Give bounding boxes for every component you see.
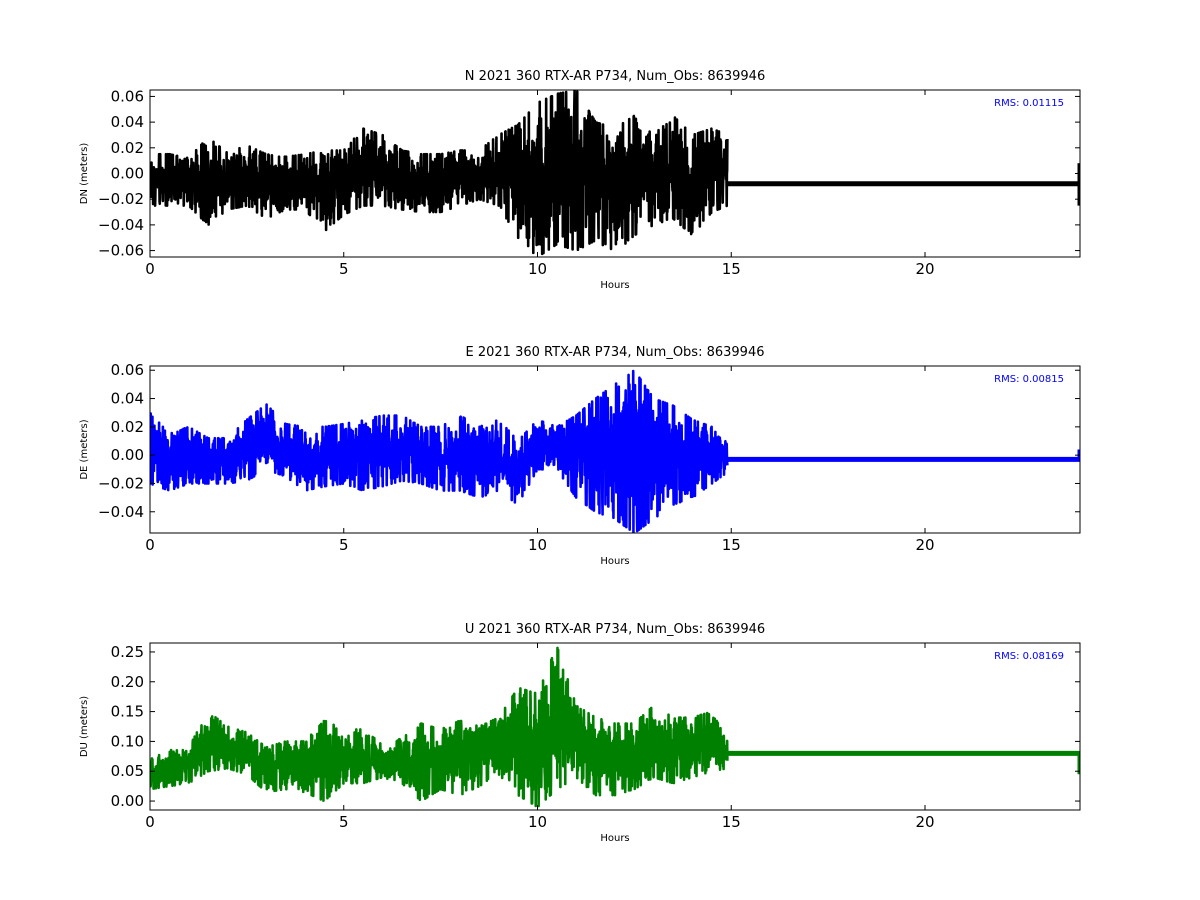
chart-panel-1: 0 5 10 15 20 −0.06 −0.04 −0.02 0.00 0.02 0.04 0.06 N… (79, 69, 1081, 291)
chart-title: U 2021 360 RTX-AR P734, Num_Obs: 8639946 (465, 622, 765, 637)
x-tick-label: 10 (528, 536, 547, 554)
x-tick-label: 0 (145, 536, 155, 554)
rms-annotation: RMS: 0.01115 (994, 98, 1064, 109)
x-tick-label: 5 (339, 536, 349, 554)
x-tick-label: 10 (528, 813, 547, 831)
x-tick-label: 20 (915, 260, 934, 278)
y-axis-label: DU (meters) (79, 696, 90, 757)
y-tick-label: 0.04 (111, 113, 144, 131)
y-axis-label: DN (meters) (79, 143, 90, 205)
rms-annotation: RMS: 0.00815 (994, 374, 1064, 385)
chart-title: E 2021 360 RTX-AR P734, Num_Obs: 8639946 (466, 345, 765, 360)
y-tick-label: −0.06 (98, 242, 144, 260)
x-tick-label: 15 (722, 536, 741, 554)
x-tick-label: 0 (145, 260, 155, 278)
series-trace (150, 90, 729, 256)
x-axis-label: Hours (600, 833, 629, 844)
chart-panel-3: 0 5 10 15 20 0.00 0.05 0.10 0.15 0.20 0.25 U 2021 3… (79, 622, 1081, 844)
rms-annotation: RMS: 0.08169 (994, 651, 1064, 662)
y-tick-label: −0.04 (98, 216, 144, 234)
x-tick-label: 0 (145, 813, 155, 831)
x-tick-label: 20 (915, 536, 934, 554)
y-tick-label: 0.25 (111, 643, 144, 661)
y-axis-label: DE (meters) (79, 419, 90, 479)
y-tick-label: 0.06 (111, 87, 144, 105)
y-tick-label: −0.02 (98, 190, 144, 208)
y-tick-label: 0.00 (111, 165, 144, 183)
chart-panel-2: 0 5 10 15 20 −0.04 −0.02 0.00 0.02 0.04 0.06 E 2021… (79, 345, 1081, 567)
y-tick-label: −0.02 (98, 474, 144, 492)
x-axis-label: Hours (600, 280, 629, 291)
x-tick-label: 15 (722, 813, 741, 831)
plot-area (150, 90, 1080, 256)
y-tick-label: −0.04 (98, 503, 144, 521)
series-trace (150, 646, 729, 808)
x-tick-label: 5 (339, 813, 349, 831)
y-tick-label: 0.10 (111, 732, 144, 750)
y-tick-label: 0.04 (111, 390, 144, 408)
y-tick-label: 0.02 (111, 139, 144, 157)
chart-title: N 2021 360 RTX-AR P734, Num_Obs: 8639946 (465, 69, 765, 84)
y-tick-label: 0.05 (111, 762, 144, 780)
x-tick-label: 5 (339, 260, 349, 278)
y-tick-label: 0.00 (111, 446, 144, 464)
y-tick-label: 0.15 (111, 703, 144, 721)
plot-frame (149, 365, 1081, 534)
x-tick-label: 10 (528, 260, 547, 278)
x-tick-label: 15 (722, 260, 741, 278)
x-axis-label: Hours (600, 556, 629, 567)
y-tick-label: 0.00 (111, 792, 144, 810)
series-trace (150, 369, 729, 533)
y-tick-label: 0.02 (111, 418, 144, 436)
y-tick-label: 0.06 (111, 361, 144, 379)
plot-frame (149, 642, 1081, 811)
x-tick-label: 20 (915, 813, 934, 831)
y-tick-label: 0.20 (111, 673, 144, 691)
